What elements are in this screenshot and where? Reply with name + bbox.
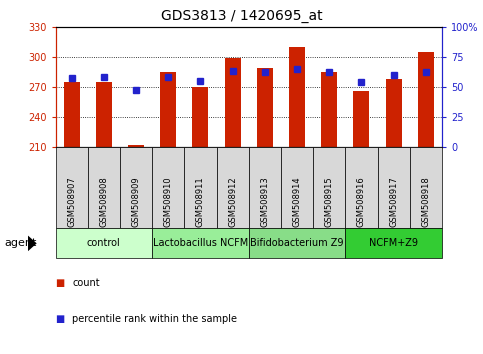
Text: Lactobacillus NCFM: Lactobacillus NCFM — [153, 238, 248, 249]
Text: ■: ■ — [56, 314, 65, 324]
Text: NCFM+Z9: NCFM+Z9 — [369, 238, 418, 249]
Bar — [64, 82, 80, 147]
Text: GSM508908: GSM508908 — [99, 176, 108, 227]
Bar — [192, 87, 209, 147]
Text: GSM508913: GSM508913 — [260, 176, 270, 227]
Bar — [128, 145, 144, 147]
Text: GSM508909: GSM508909 — [131, 176, 141, 227]
Text: GDS3813 / 1420695_at: GDS3813 / 1420695_at — [161, 9, 322, 23]
Bar — [225, 58, 241, 147]
Bar — [321, 72, 337, 147]
Text: ■: ■ — [56, 278, 65, 288]
Text: GSM508911: GSM508911 — [196, 176, 205, 227]
Bar — [257, 68, 273, 147]
Text: GSM508916: GSM508916 — [357, 176, 366, 227]
Bar — [160, 72, 176, 147]
Text: GSM508914: GSM508914 — [293, 176, 301, 227]
Text: GSM508917: GSM508917 — [389, 176, 398, 227]
Text: GSM508918: GSM508918 — [421, 176, 430, 227]
Text: control: control — [87, 238, 121, 249]
Text: percentile rank within the sample: percentile rank within the sample — [72, 314, 238, 324]
Text: GSM508910: GSM508910 — [164, 176, 173, 227]
Text: Bifidobacterium Z9: Bifidobacterium Z9 — [250, 238, 344, 249]
Bar — [96, 82, 112, 147]
Bar — [418, 52, 434, 147]
Text: count: count — [72, 278, 100, 288]
Text: GSM508915: GSM508915 — [325, 176, 334, 227]
Bar — [289, 47, 305, 147]
Text: GSM508912: GSM508912 — [228, 176, 237, 227]
Bar — [354, 91, 369, 147]
Text: GSM508907: GSM508907 — [67, 176, 76, 227]
Text: agent: agent — [5, 238, 37, 249]
Bar — [385, 79, 402, 147]
